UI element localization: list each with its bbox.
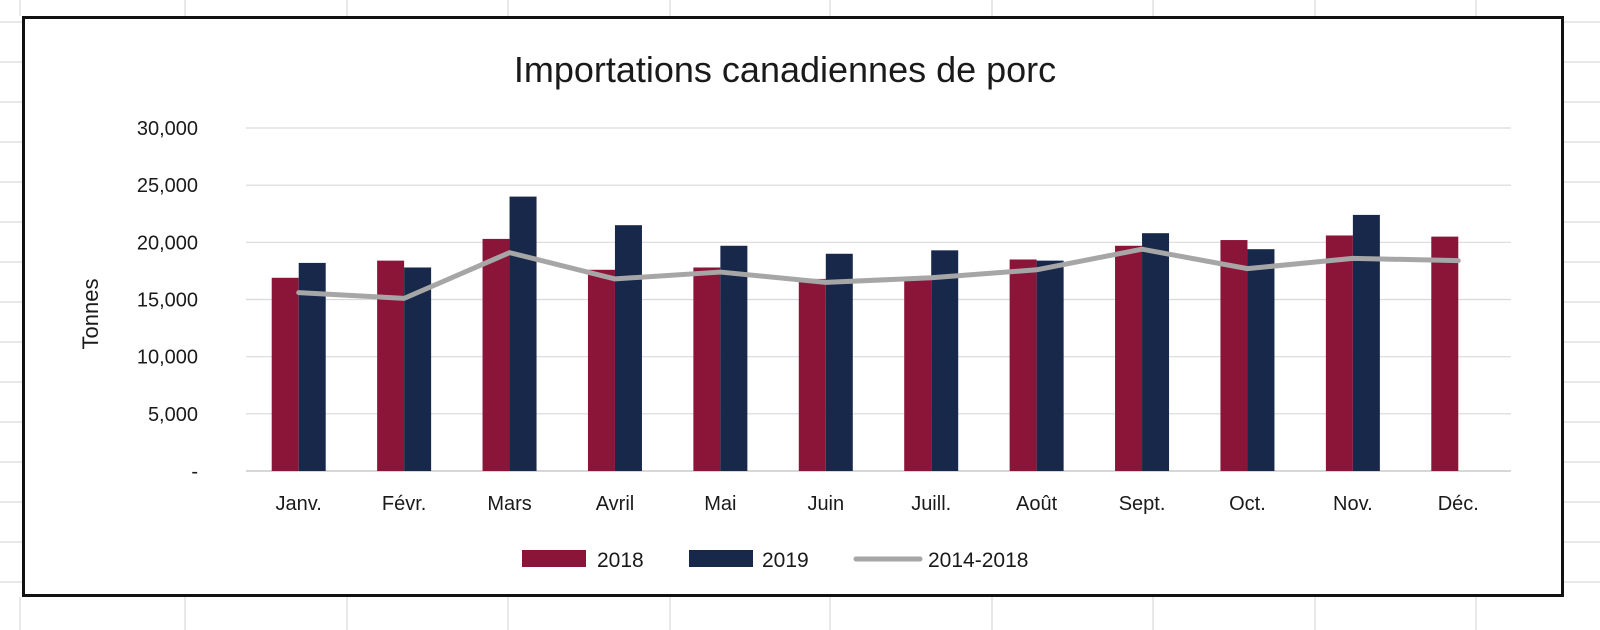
legend-label: 2018 (597, 549, 644, 572)
y-tick-label: 15,000 (137, 290, 198, 312)
x-tick-label: Mars (487, 493, 531, 515)
x-tick-label: Oct. (1229, 493, 1266, 515)
x-tick-label: Sept. (1119, 493, 1166, 515)
y-tick-label: 10,000 (137, 347, 198, 369)
bar-2018 (1009, 259, 1037, 471)
bar-2018 (693, 267, 721, 471)
x-tick-label: Déc. (1438, 493, 1479, 515)
legend-swatch-2018 (522, 550, 586, 567)
x-tick-label: Août (1016, 493, 1058, 515)
legend-swatch-2019 (689, 550, 753, 567)
bar-2019 (1247, 249, 1275, 471)
y-tick-label: - (191, 461, 198, 483)
x-axis-ticks: Janv. Févr. Mars Avril Mai Juin Juill. Août Sept… (276, 493, 1479, 515)
bar-2019 (614, 225, 642, 471)
x-tick-label: Juill. (911, 493, 951, 515)
x-tick-label: Mai (704, 493, 736, 515)
bar-2019 (509, 196, 537, 471)
bar-2019 (1036, 260, 1064, 471)
bar-2019 (1142, 233, 1170, 471)
bar-2018 (904, 276, 932, 471)
bar-2018 (798, 278, 826, 471)
x-tick-label: Juin (807, 493, 844, 515)
x-tick-label: Nov. (1333, 493, 1373, 515)
chart-title: Importations canadiennes de porc (514, 49, 1056, 90)
bar-2019 (825, 253, 853, 471)
x-tick-label: Janv. (276, 493, 322, 515)
y-tick-label: 5,000 (148, 404, 198, 426)
bar-2018 (271, 277, 299, 471)
chart-frame: - 5,000 10,000 15,000 20,000 25,000 30,000 Jan… (22, 16, 1564, 597)
average-line-layer (296, 246, 1461, 301)
bar-2018 (482, 238, 510, 471)
y-axis-ticks: - 5,000 10,000 15,000 20,000 25,000 30,000 (137, 118, 198, 483)
bar-2019 (404, 267, 432, 471)
bar-2018 (1431, 236, 1459, 471)
y-tick-label: 30,000 (137, 118, 198, 140)
bar-2018 (1220, 240, 1248, 471)
legend-label: 2014-2018 (928, 549, 1028, 572)
y-tick-label: 25,000 (137, 175, 198, 197)
bar-2019 (1352, 214, 1380, 472)
bar-2019 (931, 250, 959, 471)
legend-label: 2019 (762, 549, 809, 572)
bars (271, 196, 1459, 472)
bar-2019 (298, 262, 326, 471)
x-tick-label: Févr. (382, 493, 426, 515)
bar-2018 (1325, 235, 1353, 471)
bar-2018 (587, 269, 615, 471)
bar-2018 (377, 260, 405, 471)
line-series-2014-2018 (296, 246, 1461, 301)
y-tick-label: 20,000 (137, 232, 198, 254)
gridlines (246, 127, 1511, 472)
legend: 2018 2019 2014-2018 (522, 549, 1028, 572)
x-tick-label: Avril (596, 493, 635, 515)
bar-2018 (1115, 245, 1143, 471)
y-axis-title: Tonnes (78, 279, 103, 350)
bar-2019 (720, 245, 748, 471)
chart-canvas: - 5,000 10,000 15,000 20,000 25,000 30,000 Jan… (78, 49, 1511, 572)
